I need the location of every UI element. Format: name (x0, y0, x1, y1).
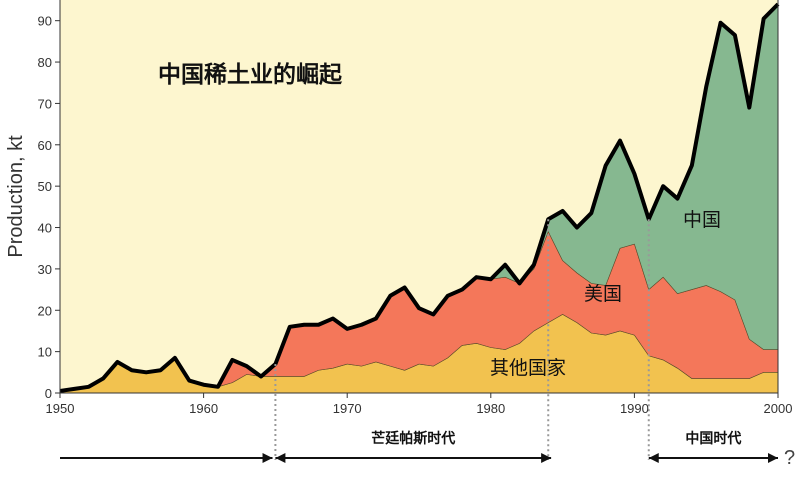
x-tick-label: 2000 (764, 401, 793, 416)
series-label: 中国 (683, 209, 721, 231)
x-tick-label: 1950 (46, 401, 75, 416)
era-dividers (274, 219, 650, 460)
x-tick-label: 1980 (476, 401, 505, 416)
x-tick-label: 1960 (189, 401, 218, 416)
y-tick-label: 0 (45, 386, 52, 401)
arrow-head (648, 453, 659, 463)
series-label: 美国 (584, 283, 622, 305)
chart-title: 中国稀土业的崛起 (158, 61, 343, 88)
arrow-head (262, 453, 273, 463)
arrow-head (275, 453, 286, 463)
era-label: 中国时代 (685, 430, 741, 447)
y-axis-label: Production, kt (5, 135, 27, 258)
x-tick-label: 1990 (620, 401, 649, 416)
x-tick-label: 1970 (333, 401, 362, 416)
series-label: 其他国家 (490, 357, 566, 379)
y-tick-label: 20 (38, 303, 52, 318)
axes: 0 10 20 30 40 50 60 70 80 90 1950 1960 1970 1980 1990 2… (5, 0, 792, 416)
y-tick-label: 50 (38, 179, 52, 194)
total-outline (59, 2, 780, 393)
unknown-future-marker: ? (784, 447, 795, 469)
y-tick-label: 40 (38, 221, 52, 236)
era-label: 芒廷帕斯时代 (371, 430, 455, 447)
y-tick-label: 10 (38, 345, 52, 360)
y-tick-label: 60 (38, 138, 52, 153)
arrow-head (768, 453, 778, 463)
y-tick-label: 80 (38, 55, 52, 70)
y-tick-label: 90 (38, 14, 52, 29)
y-tick-label: 30 (38, 262, 52, 277)
arrow-head (541, 453, 552, 463)
y-tick-label: 70 (38, 96, 52, 111)
